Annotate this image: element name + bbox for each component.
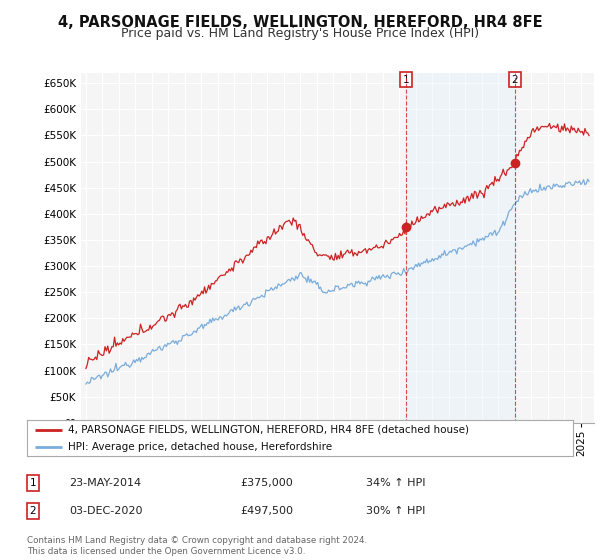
Text: 03-DEC-2020: 03-DEC-2020 — [69, 506, 143, 516]
Text: 30% ↑ HPI: 30% ↑ HPI — [366, 506, 425, 516]
Text: £375,000: £375,000 — [240, 478, 293, 488]
Text: 34% ↑ HPI: 34% ↑ HPI — [366, 478, 425, 488]
Text: 4, PARSONAGE FIELDS, WELLINGTON, HEREFORD, HR4 8FE (detached house): 4, PARSONAGE FIELDS, WELLINGTON, HEREFOR… — [68, 425, 469, 435]
Text: 2: 2 — [512, 74, 518, 85]
Bar — [406, 73, 515, 423]
Text: 2: 2 — [29, 506, 37, 516]
Text: 1: 1 — [403, 74, 409, 85]
Text: 4, PARSONAGE FIELDS, WELLINGTON, HEREFORD, HR4 8FE: 4, PARSONAGE FIELDS, WELLINGTON, HEREFOR… — [58, 15, 542, 30]
Text: Contains HM Land Registry data © Crown copyright and database right 2024.
This d: Contains HM Land Registry data © Crown c… — [27, 536, 367, 556]
Text: 1: 1 — [29, 478, 37, 488]
Text: Price paid vs. HM Land Registry's House Price Index (HPI): Price paid vs. HM Land Registry's House … — [121, 27, 479, 40]
Text: £497,500: £497,500 — [240, 506, 293, 516]
Text: HPI: Average price, detached house, Herefordshire: HPI: Average price, detached house, Here… — [68, 442, 332, 451]
Text: 23-MAY-2014: 23-MAY-2014 — [69, 478, 141, 488]
